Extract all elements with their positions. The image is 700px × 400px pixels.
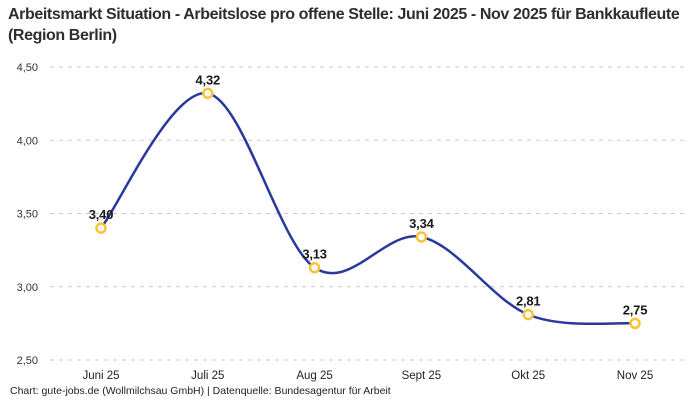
y-axis-tick-label: 4,00 bbox=[17, 135, 38, 147]
x-axis-tick-label: Sept 25 bbox=[402, 370, 442, 382]
y-axis-tick-label: 3,00 bbox=[17, 282, 38, 294]
x-axis-tick-label: Aug 25 bbox=[296, 370, 332, 382]
data-point-marker[interactable] bbox=[202, 87, 214, 100]
data-point-label: 3,34 bbox=[409, 216, 434, 231]
x-axis-tick-label: Nov 25 bbox=[617, 370, 653, 382]
series-line bbox=[99, 92, 637, 326]
data-point-marker[interactable] bbox=[308, 261, 321, 274]
data-point-label: 2,81 bbox=[516, 294, 541, 309]
y-axis-tick-label: 2,50 bbox=[17, 355, 38, 367]
chart-attribution: Chart: gute-jobs.de (Wollmilchsau GmbH) … bbox=[10, 385, 391, 397]
data-point-marker[interactable] bbox=[415, 231, 428, 243]
data-point-label: 3,40 bbox=[89, 207, 114, 222]
x-axis-tick-label: Okt 25 bbox=[511, 370, 545, 382]
data-point-label: 3,13 bbox=[302, 247, 327, 262]
y-axis-tick-label: 3,50 bbox=[17, 209, 38, 221]
data-point-label: 4,32 bbox=[196, 72, 221, 87]
y-axis-tick-label: 4,50 bbox=[17, 62, 38, 74]
data-point-label: 2,75 bbox=[623, 302, 648, 317]
data-point-marker[interactable] bbox=[522, 308, 534, 321]
line-chart: 4,50 4,00 3,50 3,00 2,50 Juni 25 Juli 25 Aug 25… bbox=[17, 62, 685, 382]
data-point-marker[interactable] bbox=[629, 317, 641, 330]
chart-title: Arbeitsmarkt Situation - Arbeitslose pro… bbox=[8, 6, 680, 44]
x-axis-tick-label: Juni 25 bbox=[82, 370, 119, 382]
data-point-marker[interactable] bbox=[95, 222, 107, 234]
x-axis-tick-label: Juli 25 bbox=[191, 370, 224, 382]
